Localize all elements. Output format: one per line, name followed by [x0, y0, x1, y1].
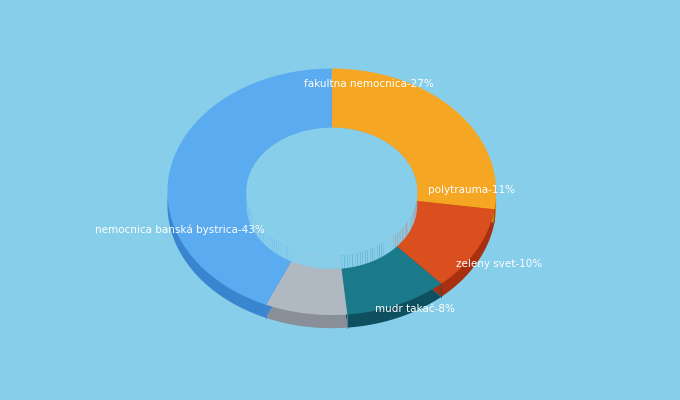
Polygon shape [318, 255, 320, 268]
Text: fakultna nemocnica-27%: fakultna nemocnica-27% [304, 80, 434, 90]
Polygon shape [404, 224, 405, 240]
Polygon shape [328, 256, 331, 269]
Polygon shape [347, 254, 350, 268]
Polygon shape [292, 248, 294, 263]
Polygon shape [337, 256, 339, 269]
Polygon shape [259, 226, 260, 240]
Polygon shape [405, 223, 407, 238]
Polygon shape [250, 211, 251, 226]
Polygon shape [271, 236, 273, 251]
Polygon shape [266, 264, 347, 328]
Polygon shape [394, 234, 396, 249]
Polygon shape [352, 254, 355, 267]
Polygon shape [360, 252, 362, 265]
Polygon shape [362, 251, 365, 265]
Polygon shape [414, 208, 415, 223]
Polygon shape [370, 248, 373, 262]
Polygon shape [409, 217, 410, 232]
Polygon shape [326, 256, 328, 269]
Polygon shape [290, 248, 292, 262]
Polygon shape [252, 214, 253, 230]
Polygon shape [355, 253, 358, 266]
Polygon shape [269, 235, 271, 250]
Polygon shape [379, 244, 381, 258]
Polygon shape [256, 222, 258, 237]
Polygon shape [297, 250, 300, 264]
Polygon shape [302, 252, 305, 266]
Polygon shape [294, 250, 297, 264]
Polygon shape [407, 221, 408, 236]
Polygon shape [403, 226, 404, 241]
Polygon shape [288, 247, 290, 261]
Polygon shape [277, 241, 279, 255]
Polygon shape [167, 68, 332, 305]
Polygon shape [312, 254, 315, 268]
Polygon shape [255, 220, 256, 235]
Polygon shape [410, 216, 411, 230]
Text: zeleny svet-10%: zeleny svet-10% [456, 260, 542, 270]
Text: nemocnica banská bystrica-43%: nemocnica banská bystrica-43% [95, 225, 265, 235]
Polygon shape [401, 228, 403, 243]
Polygon shape [411, 214, 412, 229]
Polygon shape [273, 238, 275, 252]
Polygon shape [275, 239, 277, 254]
Polygon shape [264, 230, 265, 245]
Polygon shape [368, 249, 370, 263]
Polygon shape [365, 250, 368, 264]
Polygon shape [246, 128, 418, 256]
Polygon shape [345, 255, 347, 268]
Polygon shape [397, 231, 399, 246]
Polygon shape [358, 252, 360, 266]
Polygon shape [342, 255, 345, 268]
Polygon shape [251, 213, 252, 228]
Polygon shape [254, 218, 255, 233]
Polygon shape [267, 234, 269, 248]
Polygon shape [381, 243, 384, 257]
Text: polytrauma-11%: polytrauma-11% [428, 185, 515, 195]
Polygon shape [246, 128, 418, 256]
Polygon shape [258, 224, 259, 238]
Polygon shape [389, 201, 494, 284]
Polygon shape [350, 254, 352, 268]
Polygon shape [279, 242, 281, 256]
Polygon shape [315, 255, 318, 268]
Polygon shape [167, 82, 332, 318]
Polygon shape [390, 237, 392, 252]
Polygon shape [300, 251, 302, 265]
Polygon shape [388, 239, 390, 253]
Polygon shape [281, 243, 283, 258]
Polygon shape [396, 233, 397, 248]
Polygon shape [339, 256, 342, 269]
Polygon shape [373, 247, 375, 261]
Polygon shape [266, 250, 347, 315]
Polygon shape [332, 82, 496, 222]
Polygon shape [331, 256, 334, 269]
Polygon shape [334, 256, 337, 269]
Polygon shape [377, 245, 379, 259]
Polygon shape [307, 253, 310, 267]
Polygon shape [375, 246, 377, 260]
Polygon shape [260, 227, 262, 242]
Polygon shape [265, 232, 267, 247]
Polygon shape [392, 236, 394, 250]
Polygon shape [399, 230, 401, 244]
Polygon shape [305, 252, 307, 266]
Polygon shape [323, 256, 326, 269]
Polygon shape [253, 216, 254, 232]
Polygon shape [320, 255, 323, 269]
Polygon shape [340, 240, 441, 314]
Text: mudr takač-8%: mudr takač-8% [375, 304, 454, 314]
Polygon shape [384, 241, 386, 256]
Polygon shape [412, 212, 413, 227]
Polygon shape [408, 219, 409, 234]
Polygon shape [386, 240, 388, 254]
Polygon shape [310, 254, 312, 267]
Polygon shape [285, 246, 288, 260]
Polygon shape [262, 229, 264, 244]
Polygon shape [413, 210, 414, 225]
Polygon shape [283, 244, 285, 259]
Polygon shape [389, 214, 494, 297]
Polygon shape [340, 253, 441, 328]
Polygon shape [332, 68, 496, 209]
